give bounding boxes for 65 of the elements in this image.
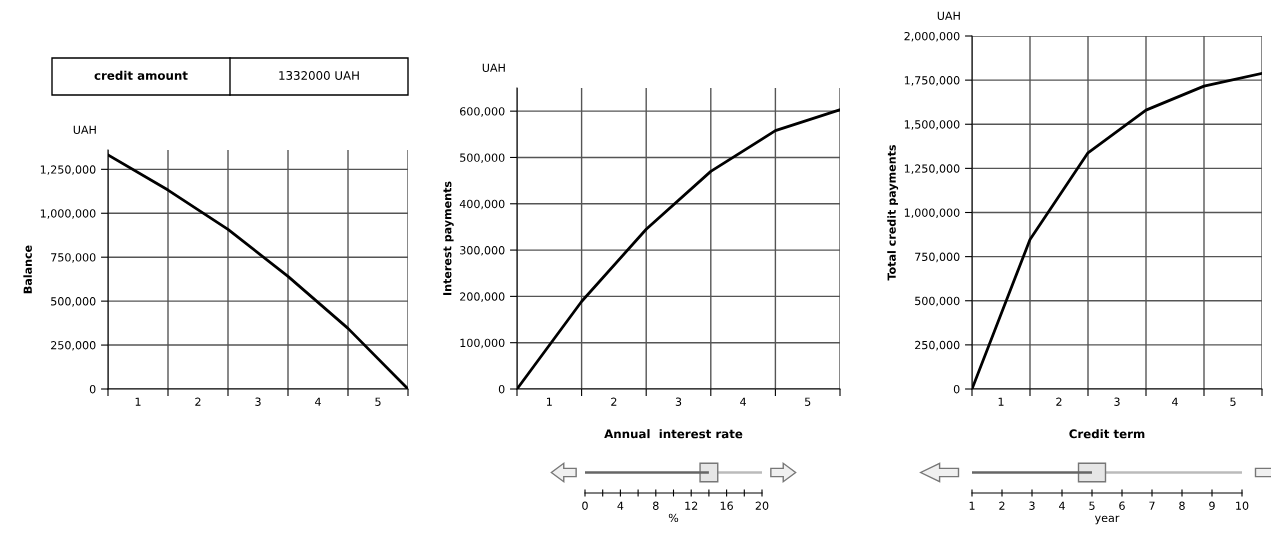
x-tick-label: 20 bbox=[755, 501, 769, 510]
x-tick-label: 4 bbox=[1172, 397, 1178, 406]
x-tick-label: 0 bbox=[582, 501, 588, 510]
y-tick-label: 500,000 bbox=[51, 297, 96, 307]
x-tick-label: 9 bbox=[1209, 501, 1215, 510]
x-tick-label: 7 bbox=[1149, 501, 1155, 510]
text: UAH bbox=[73, 125, 96, 134]
x-tick-label: 5 bbox=[375, 397, 381, 406]
x-tick-label: 4 bbox=[1059, 501, 1065, 510]
x-tick-label: 10 bbox=[1236, 501, 1249, 510]
y-tick-label: 1,250,000 bbox=[904, 164, 960, 174]
x-tick-label: 1 bbox=[135, 397, 141, 406]
chart-title: Annual interest rate bbox=[604, 429, 743, 439]
y-tick-label: 1,750,000 bbox=[904, 76, 960, 86]
x-tick-label: 2 bbox=[611, 397, 617, 406]
y-tick-label: 200,000 bbox=[460, 292, 505, 302]
x-tick-label: 8 bbox=[1179, 501, 1185, 510]
x-tick-label: 4 bbox=[315, 397, 321, 406]
y-tick-label: 0 bbox=[498, 384, 505, 394]
x-tick-label: 3 bbox=[1114, 397, 1120, 406]
x-tick-label: 1 bbox=[546, 397, 552, 406]
x-tick-label: 12 bbox=[685, 501, 698, 510]
x-tick-label: 4 bbox=[740, 397, 747, 406]
y-tick-label: 1,000,000 bbox=[904, 208, 960, 219]
y-tick-label: 500,000 bbox=[460, 153, 505, 163]
chart-title: Credit term bbox=[1069, 429, 1145, 439]
y-tick-label: 300,000 bbox=[460, 246, 505, 256]
x-axis-title: % bbox=[668, 513, 679, 523]
text: credit amount bbox=[94, 70, 188, 80]
x-tick-label: 3 bbox=[255, 397, 261, 406]
y-tick-label: 1,500,000 bbox=[904, 120, 960, 130]
x-axis-title: year bbox=[1094, 515, 1120, 525]
y-tick-label: 600,000 bbox=[460, 107, 505, 117]
x-tick-label: 1 bbox=[969, 501, 975, 510]
x-tick-label: 5 bbox=[805, 397, 811, 406]
x-tick-label: 3 bbox=[1029, 501, 1035, 510]
y-axis-title: Balance bbox=[23, 245, 32, 294]
x-tick-label: 1 bbox=[998, 397, 1004, 406]
x-tick-label: 5 bbox=[1089, 501, 1095, 510]
y-tick-label: 750,000 bbox=[51, 253, 96, 263]
text: UAH bbox=[937, 11, 960, 20]
x-tick-label: 5 bbox=[1230, 397, 1236, 406]
y-axis-title: Total credit payments bbox=[887, 144, 899, 281]
y-tick-label: 400,000 bbox=[459, 199, 505, 210]
y-tick-label: 250,000 bbox=[51, 341, 96, 351]
y-tick-label: 500,000 bbox=[915, 296, 960, 307]
y-tick-label: 1,000,000 bbox=[40, 209, 96, 219]
y-tick-label: 250,000 bbox=[915, 340, 960, 351]
y-tick-label: 0 bbox=[89, 384, 96, 394]
x-tick-label: 3 bbox=[675, 397, 682, 406]
y-tick-label: 1,250,000 bbox=[40, 165, 96, 175]
text: UAH bbox=[482, 63, 505, 72]
y-tick-label: 100,000 bbox=[460, 338, 505, 349]
y-axis-title: Interest payments bbox=[443, 181, 454, 295]
x-tick-label: 2 bbox=[195, 397, 201, 406]
y-tick-label: 0 bbox=[953, 384, 960, 394]
x-tick-label: 2 bbox=[1056, 397, 1062, 406]
y-tick-label: 2,000,000 bbox=[904, 31, 960, 42]
y-tick-label: 750,000 bbox=[915, 252, 960, 263]
x-tick-label: 8 bbox=[653, 501, 659, 510]
x-tick-label: 16 bbox=[720, 501, 733, 510]
text: 1332000 UAH bbox=[279, 71, 359, 80]
x-tick-label: 2 bbox=[999, 501, 1005, 510]
x-tick-label: 6 bbox=[1119, 501, 1125, 510]
x-tick-label: 4 bbox=[617, 501, 624, 510]
